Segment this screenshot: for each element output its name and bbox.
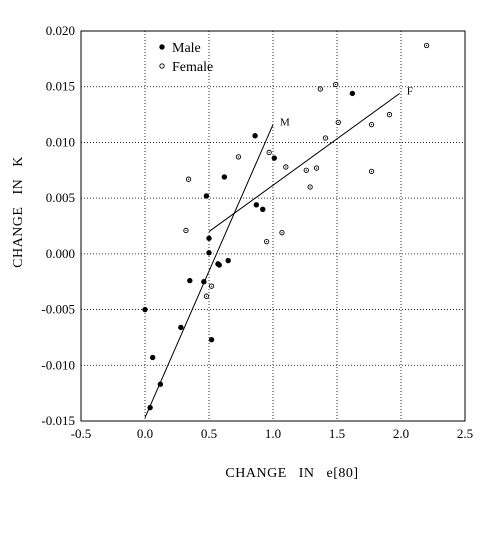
fit-lines: MF: [144, 85, 413, 418]
male-point: [216, 262, 222, 268]
male-point: [147, 404, 153, 411]
male-point: [271, 155, 277, 161]
y-tick-label: -0.015: [41, 413, 75, 428]
x-tick-label: 0.5: [201, 426, 217, 441]
x-tick-label: 2.0: [393, 426, 409, 441]
male-point: [225, 257, 231, 264]
x-tick-labels: -0.5 0.0 0.5 1.0 1.5 2.0 2.5: [71, 426, 473, 441]
legend-label: Female: [172, 60, 213, 75]
fit-line-label-m: M: [280, 117, 290, 129]
y-tick-label: 0.020: [46, 23, 75, 38]
female-point: [386, 111, 393, 118]
data-points: [142, 42, 430, 411]
fit-line-m: [144, 124, 274, 418]
female-point: [317, 86, 324, 92]
female-point: [333, 81, 339, 88]
legend-item-female: Female: [159, 60, 213, 75]
y-tick-labels: -0.015 -0.010 -0.005 0.000 0.005 0.010 0.015 0.…: [41, 23, 75, 428]
male-point: [206, 235, 212, 241]
female-point: [423, 42, 430, 49]
y-tick-label: 0.015: [46, 79, 75, 94]
female-point: [335, 119, 341, 126]
x-axis-title: CHANGE IN e[80]: [225, 466, 358, 481]
male-point: [252, 133, 258, 139]
y-tick-label: 0.010: [46, 134, 75, 149]
legend-marker-filled: [159, 44, 165, 50]
female-point: [183, 227, 189, 234]
female-point: [203, 293, 210, 299]
y-tick-label: -0.005: [41, 302, 75, 317]
x-tick-label: 1.5: [329, 426, 345, 441]
legend-label: Male: [172, 41, 201, 56]
y-tick-label: 0.005: [46, 190, 75, 205]
male-point: [206, 250, 212, 256]
male-point: [203, 193, 210, 199]
fit-line-label-f: F: [407, 85, 413, 97]
y-tick-label: 0.000: [46, 246, 75, 261]
male-point: [142, 306, 148, 313]
female-point: [307, 184, 313, 190]
legend-item-male: Male: [159, 41, 201, 56]
x-tick-label: 0.0: [137, 426, 153, 441]
female-point: [279, 230, 285, 236]
male-point: [221, 174, 228, 180]
male-point: [349, 90, 356, 97]
plot-frame: [80, 30, 466, 422]
female-point: [283, 164, 289, 170]
legend-marker-open: [159, 63, 165, 69]
male-point: [178, 324, 184, 331]
male-point: [157, 381, 164, 387]
female-point: [322, 135, 329, 141]
male-point: [187, 277, 193, 284]
female-point: [368, 168, 375, 175]
female-point: [263, 238, 270, 245]
female-point: [313, 165, 320, 171]
female-point: [185, 176, 192, 182]
y-tick-label: -0.010: [41, 357, 75, 372]
y-axis-title: CHANGE IN K: [11, 156, 26, 268]
female-point: [266, 149, 272, 156]
female-point: [303, 167, 309, 173]
male-point: [260, 206, 266, 212]
x-tick-label: 2.5: [457, 426, 473, 441]
male-point: [208, 336, 215, 343]
x-tick-label: 1.0: [265, 426, 281, 441]
x-tick-label: -0.5: [71, 426, 92, 441]
female-point: [208, 283, 215, 289]
male-point: [253, 202, 260, 208]
male-point: [201, 279, 207, 285]
fit-line-f: [208, 92, 401, 232]
female-point: [235, 154, 242, 160]
legend: Male Female: [159, 41, 213, 75]
female-point: [368, 121, 375, 128]
male-point: [149, 354, 156, 361]
